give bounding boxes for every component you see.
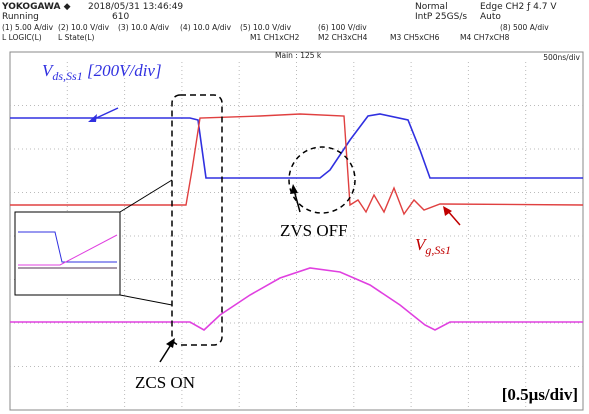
math-label: M3 CH5xCH6 — [390, 33, 440, 42]
vg-sub: g,Ss1 — [425, 243, 451, 257]
channel-label: (4) 10.0 A/div — [180, 23, 232, 32]
trigger-mode: Auto — [480, 12, 501, 22]
inset-vds — [18, 231, 117, 263]
vds-main: V — [42, 61, 55, 80]
math-label: M2 CH3xCH4 — [318, 33, 368, 42]
zoom-line — [119, 294, 173, 306]
math-label: L LOGIC(L) — [2, 33, 42, 42]
vds-sub: ds,Ss1 — [52, 69, 82, 83]
channel-label: (6) 100 V/div — [318, 23, 367, 32]
channel-label: (1) 5.00 A/div — [2, 23, 54, 32]
arrow-head — [88, 114, 97, 122]
channel-label: (2) 10.0 V/div — [58, 23, 110, 32]
arrow-head — [166, 338, 175, 348]
vds-trace — [10, 113, 583, 179]
vds-label: Vds,Ss1 [200V/div] — [42, 61, 162, 83]
math-label: M4 CH7xCH8 — [460, 33, 510, 42]
inset — [14, 211, 121, 296]
count: 610 — [112, 12, 129, 22]
arrow-head — [290, 184, 298, 194]
current-trace — [10, 267, 583, 331]
zoom-box — [171, 94, 223, 346]
sample: IntP 25GS/s — [415, 12, 467, 22]
vds-suffix: [200V/div] — [83, 61, 162, 80]
zvs-label: ZVS OFF — [280, 221, 348, 240]
channel-label: (8) 500 A/div — [500, 23, 549, 32]
timebase: 500ns/div — [543, 53, 580, 62]
zoom-line — [119, 179, 173, 213]
channel-label: (5) 10.0 V/div — [240, 23, 292, 32]
zcs-label: ZCS ON — [135, 373, 195, 392]
math-label: L State(L) — [58, 33, 95, 42]
channel-row: (1) 5.00 A/div (2) 10.0 V/div (3) 10.0 A/d… — [2, 23, 549, 42]
vg-main: V — [415, 235, 428, 254]
math-label: M1 CH1xCH2 — [250, 33, 300, 42]
vg-label: Vg,Ss1 — [415, 235, 451, 257]
main-label: Main : 125 k — [275, 51, 322, 60]
brand: YOKOGAWA ◆ — [1, 2, 71, 12]
status: Running — [2, 12, 39, 22]
trigger: Edge CH2 ƒ 4.7 V — [480, 2, 557, 12]
scale-label: [0.5μs/div] — [502, 385, 578, 404]
datetime: 2018/05/31 13:46:49 — [88, 2, 183, 12]
vg-trace — [10, 113, 584, 216]
channel-label: (3) 10.0 A/div — [118, 23, 170, 32]
arrow-head — [443, 206, 452, 216]
zvs-circle — [288, 146, 356, 214]
mode: Normal — [415, 2, 448, 12]
arrow — [293, 189, 301, 213]
inset-current — [18, 234, 118, 266]
